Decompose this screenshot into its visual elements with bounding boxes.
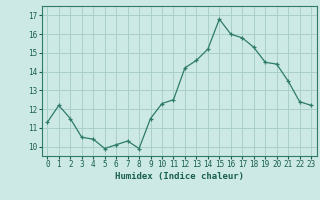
X-axis label: Humidex (Indice chaleur): Humidex (Indice chaleur) bbox=[115, 172, 244, 181]
